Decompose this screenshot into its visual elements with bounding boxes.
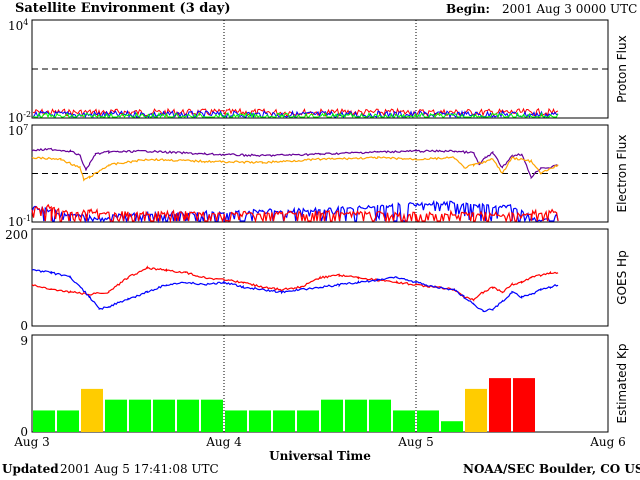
y-tick-label-bottom: 10-1 [8,214,31,229]
y-axis-label: GOES Hp [615,250,629,304]
proton-series-green [32,111,559,119]
x-axis-title: Universal Time [269,449,371,463]
kp-bar [153,399,175,432]
y-tick-label-top: 107 [8,123,28,138]
panel-frame [31,124,609,223]
electron-series-orange [31,156,559,182]
kp-bar [441,421,463,432]
kp-bar [393,410,415,432]
x-tick-label: Aug 5 [397,435,434,449]
kp-bar [33,410,55,432]
kp-bar [105,399,127,432]
kp-bar [345,399,367,432]
credit: NOAA/SEC Boulder, CO USA [463,462,640,476]
panel-frame [31,228,609,327]
kp-bar [201,399,223,432]
kp-bar [513,378,535,432]
kp-bar [225,410,247,432]
x-tick-label: Aug 6 [589,435,626,449]
electron-series-blue [31,199,559,224]
kp-bar [81,388,103,432]
goes-hp-series-blue [31,268,559,313]
electron-series-red [31,203,559,224]
panel-frame [31,19,609,119]
y-axis-label: Estimated Kp [615,344,629,424]
kp-bar [129,399,151,432]
y-tick-label-top: 9 [20,334,28,348]
electron-series-purple [31,147,559,180]
kp-bar [465,388,487,432]
updated-value: 2001 Aug 5 17:41:08 UTC [60,462,219,476]
kp-bar [369,399,391,432]
begin-value: 2001 Aug 3 0000 UTC [502,2,638,16]
goes-hp-series-red [31,265,559,302]
kp-bar [297,410,319,432]
y-tick-label-top: 200 [5,228,28,242]
kp-bar [177,399,199,432]
x-tick-label: Aug 4 [205,435,242,449]
kp-bar [249,410,271,432]
kp-bar [57,410,79,432]
y-axis-label: Proton Flux [615,35,629,102]
y-axis-label: Electron Flux [615,135,629,213]
chart-title: Satellite Environment (3 day) [15,1,231,16]
kp-bar [417,410,439,432]
updated-label: Updated [2,462,59,476]
y-tick-label-top: 104 [8,18,28,33]
kp-bar [489,378,511,432]
y-tick-label-bottom: 0 [20,425,28,439]
panel-frame [31,334,609,433]
x-tick-label: Aug 3 [13,435,50,449]
y-tick-label-bottom: 0 [20,319,28,333]
kp-bar [321,399,343,432]
begin-label: Begin: [446,2,490,16]
kp-bar [273,410,295,432]
